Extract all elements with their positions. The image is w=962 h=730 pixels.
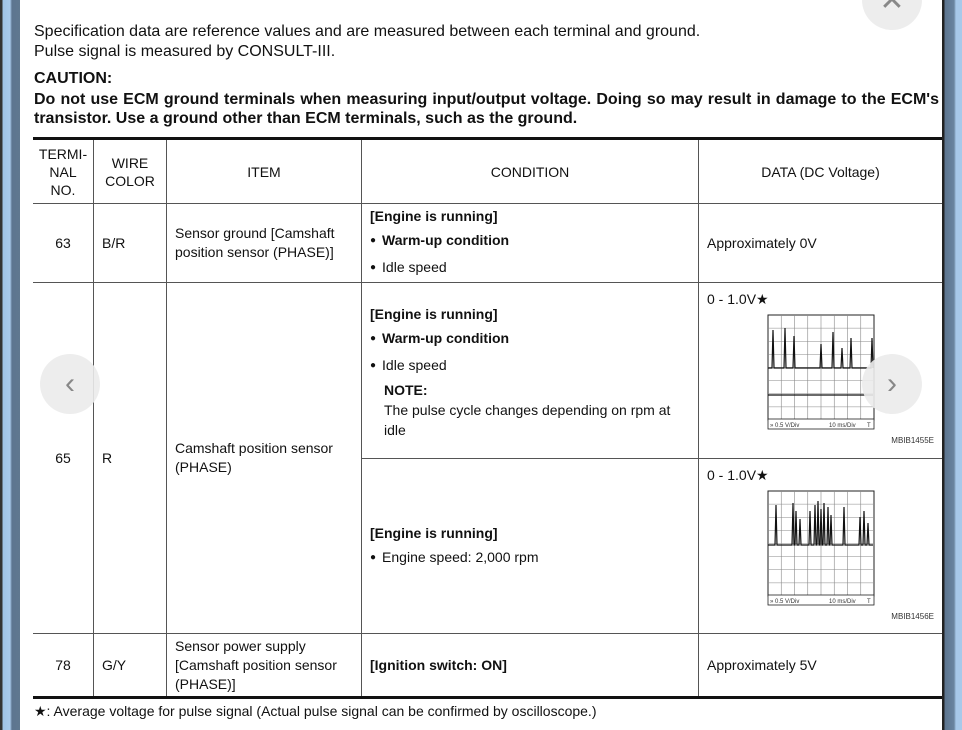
data-cell: Approximately 5V <box>698 633 942 698</box>
svg-text:» 0.5 V/Div: » 0.5 V/Div <box>770 599 799 605</box>
note-text: The pulse cycle changes depending on rpm… <box>384 401 671 438</box>
note-title: NOTE: <box>384 381 428 398</box>
svg-text:10 ms/Div: 10 ms/Div <box>829 599 856 605</box>
terminal-table: TERMI-NAL NO. WIRE COLOR ITEM CONDITION … <box>33 137 942 699</box>
data-cell: 0 - 1.0V★ » 0.5 V/Div 10 ms/Div T MBIB1455… <box>698 282 942 459</box>
oscilloscope-waveform-2000rpm: » 0.5 V/Div 10 ms/Div T <box>767 490 875 606</box>
condition-heading: [Engine is running] <box>370 305 498 322</box>
condition-bullet: Engine speed: 2,000 rpm <box>370 545 690 572</box>
intro-line-1: Specification data are reference values … <box>34 23 701 40</box>
header-condition: CONDITION <box>361 138 699 204</box>
chevron-left-icon: ‹ <box>65 367 75 400</box>
chevron-right-icon: › <box>887 367 897 400</box>
footnote: ★: Average voltage for pulse signal (Act… <box>34 703 597 719</box>
condition-cell: [Engine is running] Warm-up condition Id… <box>361 203 699 283</box>
wire-cell: R <box>93 282 167 634</box>
table-header-row: TERMI-NAL NO. WIRE COLOR ITEM CONDITION … <box>33 138 942 204</box>
item-cell: Sensor power supply [Camshaft position s… <box>166 633 362 698</box>
condition-heading: [Ignition switch: ON] <box>370 657 507 673</box>
data-cell: Approximately 0V <box>698 203 942 283</box>
oscilloscope-waveform-idle: » 0.5 V/Div 10 ms/Div T <box>767 314 875 430</box>
condition-bullet: Warm-up condition <box>370 326 690 353</box>
next-button[interactable]: › <box>862 354 922 414</box>
condition-cell: [Ignition switch: ON] <box>361 633 699 698</box>
figure-code: MBIB1456E <box>891 612 934 621</box>
window-frame-right <box>942 0 962 730</box>
svg-text:» 0.5 V/Div: » 0.5 V/Div <box>770 423 799 429</box>
previous-button[interactable]: ‹ <box>40 354 100 414</box>
table-row: 65 R Camshaft position sensor (PHASE) [E… <box>33 282 942 634</box>
header-data: DATA (DC Voltage) <box>698 138 942 204</box>
table-row: 63 B/R Sensor ground [Camshaft position … <box>33 203 942 283</box>
voltage-range: 0 - 1.0V★ <box>707 291 769 307</box>
wire-cell: G/Y <box>93 633 167 698</box>
caution-title: CAUTION: <box>34 70 113 87</box>
condition-heading: [Engine is running] <box>370 208 498 224</box>
close-button[interactable]: ✕ <box>862 0 922 30</box>
terminal-cell: 65 <box>33 282 94 634</box>
table-row: 78 G/Y Sensor power supply [Camshaft pos… <box>33 633 942 698</box>
intro-line-2: Pulse signal is measured by CONSULT-III. <box>34 43 336 60</box>
header-item: ITEM <box>166 138 362 204</box>
voltage-range: 0 - 1.0V★ <box>707 467 769 483</box>
condition-cell: [Engine is running] Engine speed: 2,000 … <box>361 458 699 634</box>
condition-heading: [Engine is running] <box>370 524 498 541</box>
header-terminal: TERMI-NAL NO. <box>33 138 94 204</box>
condition-bullet: Warm-up condition <box>370 228 690 255</box>
window-frame-left <box>0 0 20 730</box>
close-icon: ✕ <box>879 0 905 17</box>
svg-text:T: T <box>867 599 871 605</box>
condition-bullet: Idle speed <box>370 255 690 282</box>
data-cell: 0 - 1.0V★ » 0.5 V/Div 10 ms/Div T MBIB1456… <box>698 458 942 634</box>
svg-text:10 ms/Div: 10 ms/Div <box>829 423 856 429</box>
table-row: [Engine is running] Engine speed: 2,000 … <box>33 458 942 634</box>
header-wire: WIRE COLOR <box>93 138 167 204</box>
terminal-cell: 78 <box>33 633 94 698</box>
caution-text: Do not use ECM ground terminals when mea… <box>34 91 939 127</box>
item-cell: Camshaft position sensor (PHASE) <box>166 282 362 634</box>
terminal-cell: 63 <box>33 203 94 283</box>
wire-cell: B/R <box>93 203 167 283</box>
condition-cell: [Engine is running] Warm-up condition Id… <box>361 282 699 459</box>
item-cell: Sensor ground [Camshaft position sensor … <box>166 203 362 283</box>
svg-text:T: T <box>867 423 871 429</box>
condition-bullet: Idle speed <box>370 353 690 380</box>
figure-code: MBIB1455E <box>891 436 934 445</box>
